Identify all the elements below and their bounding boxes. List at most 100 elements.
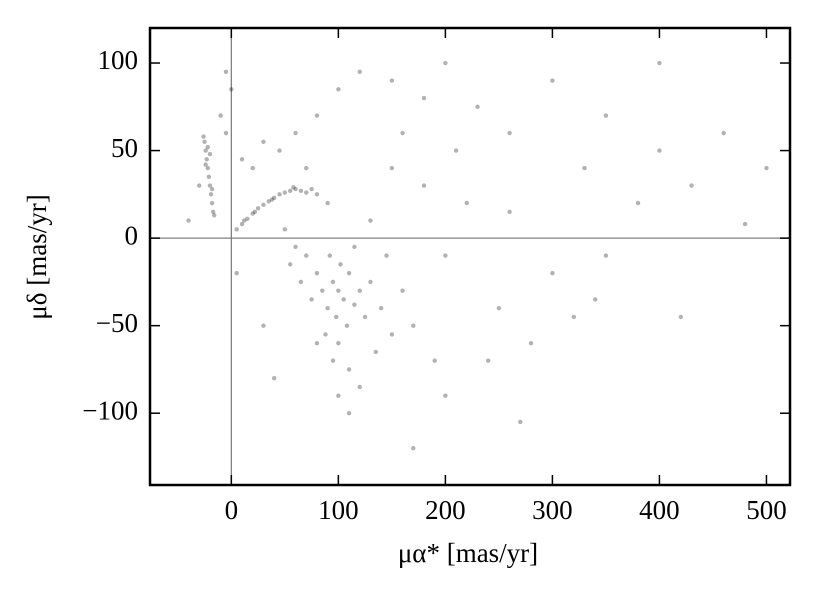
data-point [314,192,320,197]
data-point [293,186,298,192]
data-point [400,130,405,136]
y-tick-label: −100 [82,395,138,425]
x-tick-label: 500 [746,495,787,525]
data-point [357,288,362,293]
data-point [202,139,207,145]
data-point [304,165,309,171]
data-point [528,340,534,346]
x-tick-label: 0 [225,495,239,525]
data-point [362,314,368,320]
x-tick-label: 200 [425,495,466,525]
data-point [593,297,598,302]
data-point [411,446,416,451]
data-point [250,165,255,171]
data-point [229,87,234,92]
x-tick-label: 300 [532,495,573,525]
data-point [207,151,213,157]
data-point [344,323,350,328]
data-point [352,244,357,250]
data-point [368,218,373,223]
data-point [293,130,298,136]
data-point [209,186,215,192]
data-point [203,148,208,153]
data-point [657,148,662,153]
data-point [721,130,726,136]
data-point [314,340,320,346]
data-point [271,375,277,381]
data-point [571,314,577,320]
data-point [389,165,395,171]
data-point [368,279,373,285]
data-point [212,213,217,218]
data-point [282,190,288,195]
data-point [223,69,229,74]
data-point [443,253,448,258]
data-point [304,190,309,195]
data-point [443,60,448,66]
data-point [357,384,362,390]
data-point [582,165,587,171]
data-point [400,288,405,293]
data-point [207,183,213,188]
data-point [330,358,336,363]
data-point [314,270,320,276]
data-point [261,323,266,328]
data-point [742,221,748,227]
data-point [384,253,389,258]
data-point [325,200,330,206]
data-point [507,130,512,136]
data-point [453,148,459,153]
data-point [320,288,325,293]
data-point [464,200,469,206]
data-point [373,349,379,355]
data-point [197,183,202,188]
data-point [205,165,210,171]
data-point [245,216,250,222]
data-point [411,323,416,328]
data-point [239,157,245,162]
data-point [208,192,214,197]
data-point [234,227,239,232]
data-point [389,332,395,337]
data-point [341,297,346,302]
data-point [327,253,332,258]
data-point [234,270,239,276]
data-point [291,185,296,190]
y-tick-label: 50 [111,133,138,163]
data-point [352,302,357,307]
data-point [550,270,555,276]
data-point [689,183,694,188]
y-tick-label: 100 [98,45,139,75]
data-point [389,78,395,83]
data-point [336,340,341,346]
data-point [209,200,215,206]
data-point [346,411,352,416]
data-point [346,270,352,276]
data-point [678,314,684,320]
data-point [269,197,275,202]
data-point [298,188,304,194]
y-tick-label: −50 [96,308,138,338]
data-point [293,244,298,250]
data-point [186,218,191,223]
data-point [518,419,523,425]
data-point [336,87,341,92]
data-point [485,358,491,363]
data-point [346,367,352,372]
data-point [204,157,209,162]
data-point [336,393,341,398]
data-point [205,144,210,150]
plot-frame [148,26,792,487]
data-point [250,211,255,216]
data-point [421,95,427,101]
data-point [357,69,362,74]
data-point [325,305,330,311]
data-point [223,130,229,136]
data-point [288,262,293,267]
data-point [309,297,314,302]
x-tick-label: 100 [318,495,359,525]
data-point [635,200,641,206]
data-point [657,60,662,66]
data-point [432,358,437,363]
